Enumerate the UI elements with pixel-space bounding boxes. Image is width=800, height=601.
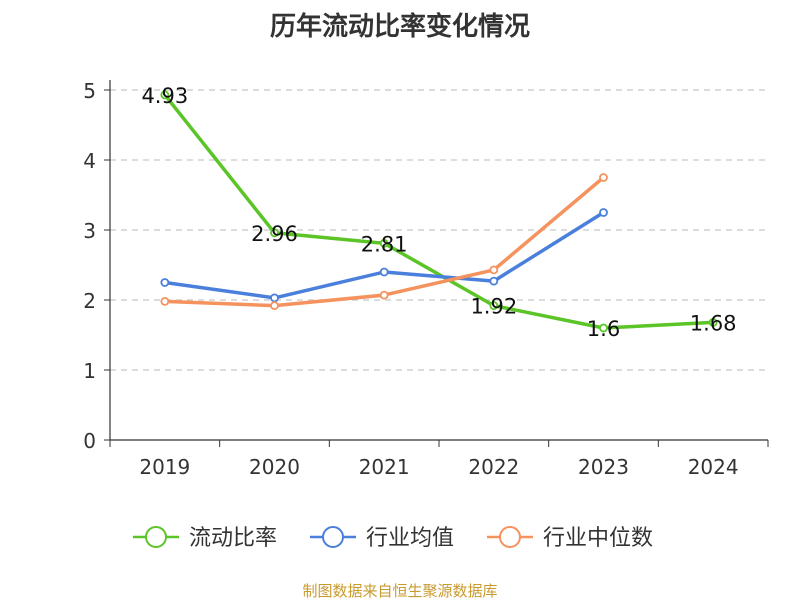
data-label: 4.93 (141, 84, 188, 108)
data-labels: 4.93 2.96 2.81 1.92 1.6 1.68 (141, 84, 736, 341)
data-point[interactable] (379, 238, 389, 248)
data-point[interactable] (379, 267, 389, 277)
legend-item-2[interactable]: 行业中位数 (487, 526, 653, 551)
x-tick-label: 2021 (359, 455, 410, 479)
chart-title: 历年流动比率变化情况 (269, 12, 530, 42)
y-tick-label: 4 (83, 149, 96, 173)
y-tick-label: 5 (83, 79, 96, 103)
grid-lines (110, 89, 768, 371)
data-point[interactable] (270, 301, 279, 311)
data-point[interactable] (599, 173, 608, 182)
data-point[interactable] (270, 228, 279, 238)
data-point[interactable] (160, 296, 170, 306)
legend-label: 行业中位数 (543, 526, 653, 551)
data-point[interactable] (489, 265, 499, 275)
series-line-0 (163, 93, 714, 330)
y-tick-label: 2 (83, 289, 96, 313)
data-label: 2.81 (361, 232, 408, 256)
series-lines (160, 90, 718, 333)
y-tick-label: 1 (83, 359, 96, 383)
data-point[interactable] (599, 208, 608, 217)
data-point[interactable] (489, 301, 499, 311)
data-label: 1.68 (690, 311, 737, 335)
data-point[interactable] (489, 276, 499, 286)
data-point[interactable] (708, 317, 718, 327)
x-tick-label: 2019 (139, 455, 190, 479)
x-tick-label: 2024 (688, 455, 739, 479)
legend-marker-icon (499, 526, 521, 548)
data-label: 1.6 (587, 317, 620, 341)
data-point[interactable] (599, 323, 608, 333)
data-source-note: 制图数据来自恒生聚源数据库 (302, 582, 498, 600)
legend-label: 流动比率 (189, 526, 277, 551)
legend-label: 行业均值 (366, 526, 454, 551)
x-tick-label: 2023 (578, 455, 629, 479)
data-label: 2.96 (251, 222, 298, 246)
data-point[interactable] (160, 90, 170, 100)
data-label: 1.92 (470, 295, 517, 319)
data-point[interactable] (270, 293, 279, 303)
x-tick-label: 2020 (249, 455, 300, 479)
y-tick-label: 3 (83, 219, 96, 243)
data-point[interactable] (160, 278, 170, 287)
x-tick-label: 2022 (468, 455, 519, 479)
legend[interactable]: 流动比率 行业均值 行业中位数 (133, 526, 653, 551)
legend-item-0[interactable]: 流动比率 (133, 526, 277, 551)
legend-item-1[interactable]: 行业均值 (310, 526, 454, 551)
legend-marker-icon (322, 526, 344, 548)
axes: 0 1 2 3 4 5 2019 2020 2021 2022 2023 2024 (83, 79, 769, 479)
y-tick-label: 0 (83, 429, 96, 453)
legend-marker-icon (145, 526, 167, 548)
data-point[interactable] (379, 290, 389, 300)
